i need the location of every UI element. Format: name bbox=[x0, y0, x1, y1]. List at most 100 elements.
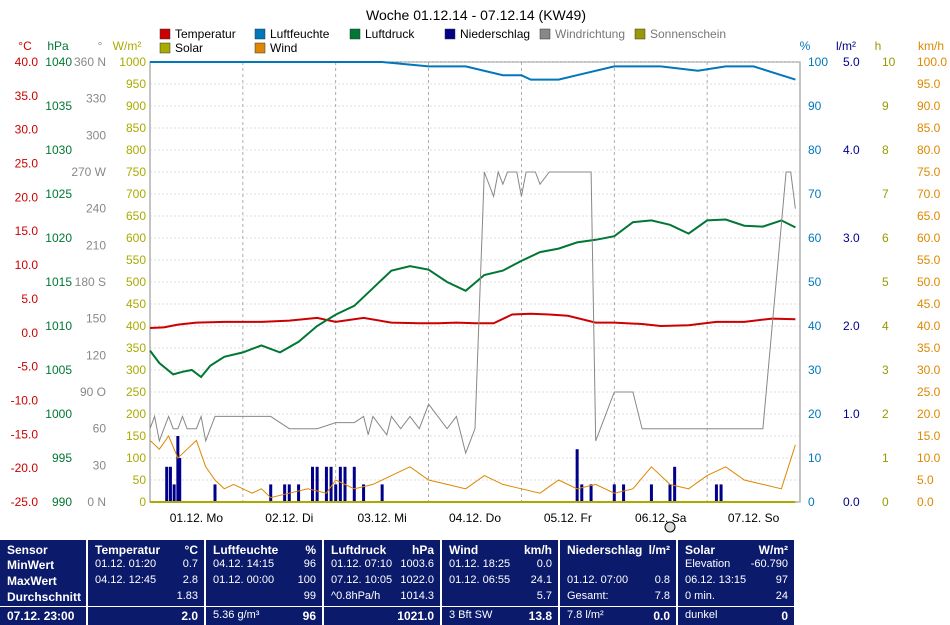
tick-rain: 5.0 bbox=[843, 55, 860, 69]
rain-row-label: 7.8 l/m² bbox=[567, 609, 604, 621]
tick-wind: 20.0 bbox=[917, 407, 941, 421]
rain-row-label: 01.12. 07:00 bbox=[567, 574, 629, 586]
series-temperatur bbox=[149, 312, 796, 329]
tick-solar: 250 bbox=[126, 385, 146, 399]
plot-area bbox=[149, 61, 801, 503]
tick-wind: 70.0 bbox=[917, 187, 941, 201]
tick-solar: 1000 bbox=[119, 55, 146, 69]
table-row: Gesamt: 7.8 bbox=[560, 590, 676, 604]
tick-temperature: 25.0 bbox=[15, 157, 39, 171]
axis-labels: 01.12. Mo 02.12. Di 03.12. Mi 04.12. Do 05.1… bbox=[11, 39, 948, 525]
tick-wind: 0.0 bbox=[917, 495, 934, 509]
chart-legend: Temperatur Luftfeuchte Luftdruck Niederschl… bbox=[159, 27, 726, 55]
tick-sunshine: 9 bbox=[882, 99, 889, 113]
rain-bar bbox=[622, 484, 626, 502]
tick-wind: 90.0 bbox=[917, 99, 941, 113]
rain-bar bbox=[338, 466, 342, 502]
rain-bar bbox=[269, 484, 273, 502]
panel-temperature: Temperatur °C 01.12. 01:20 0.7 04.12. 12:45 2… bbox=[88, 540, 204, 625]
rain-bar bbox=[580, 484, 584, 502]
legend-swatch-wind bbox=[254, 42, 266, 54]
tick-temperature: 15.0 bbox=[15, 224, 39, 238]
tick-solar: 800 bbox=[126, 143, 146, 157]
tick-temperature: 10.0 bbox=[15, 258, 39, 272]
tick-direction: 300 bbox=[86, 128, 106, 142]
tick-pressure: 1020 bbox=[45, 231, 72, 245]
series-windrichtung bbox=[149, 170, 796, 455]
tick-humidity: 60 bbox=[808, 231, 822, 245]
temperature-row-label: 01.12. 01:20 bbox=[95, 558, 157, 570]
tick-direction: 330 bbox=[86, 92, 106, 106]
table-row: 2.0 bbox=[88, 609, 204, 623]
legend-label-luftfeuchte: Luftfeuchte bbox=[270, 27, 330, 41]
tick-temperature: 20.0 bbox=[15, 190, 39, 204]
tick-temperature: -5.0 bbox=[17, 360, 38, 374]
sensor-header: Sensor bbox=[7, 543, 48, 557]
rain-bar bbox=[649, 484, 653, 502]
series-wind bbox=[149, 434, 796, 499]
rain-bar bbox=[589, 484, 593, 502]
table-row: 3 Bft SW 13.8 bbox=[442, 609, 558, 623]
tick-solar: 200 bbox=[126, 407, 146, 421]
tick-pressure: 990 bbox=[52, 495, 72, 509]
wind-header: Wind bbox=[449, 543, 479, 557]
solar-row-value: 24 bbox=[775, 590, 788, 602]
rain-bar bbox=[178, 458, 182, 502]
tick-direction: 30 bbox=[93, 458, 107, 472]
legend-label-luftdruck: Luftdruck bbox=[365, 27, 415, 41]
tick-solar: 600 bbox=[126, 231, 146, 245]
tick-solar: 100 bbox=[126, 451, 146, 465]
rain-bar bbox=[315, 466, 319, 502]
legend-label-solar: Solar bbox=[175, 41, 203, 55]
scroll-marker-icon[interactable] bbox=[664, 521, 676, 533]
tick-direction: 180 S bbox=[75, 275, 106, 289]
tick-humidity: 100 bbox=[808, 55, 828, 69]
rain-bar bbox=[673, 466, 677, 502]
rain-row-value: 0.0 bbox=[653, 609, 670, 623]
panel-header: Temperatur °C bbox=[88, 540, 204, 558]
rain-bar bbox=[668, 484, 672, 502]
legend-swatch-luftfeuchte bbox=[254, 28, 266, 40]
tick-wind: 50.0 bbox=[917, 275, 941, 289]
rain-bar bbox=[168, 466, 172, 502]
wind-row-value: 24.1 bbox=[530, 574, 552, 586]
table-row: 5.7 bbox=[442, 590, 558, 604]
pressure-row-label: ^0.8hPa/h bbox=[331, 590, 381, 602]
legend-label-temperatur: Temperatur bbox=[175, 27, 236, 41]
humidity-row-value: 99 bbox=[303, 590, 316, 602]
tick-direction: 0 N bbox=[87, 495, 106, 509]
panel-header: Solar W/m² bbox=[678, 540, 794, 558]
tick-solar: 450 bbox=[126, 297, 146, 311]
tick-temperature: -15.0 bbox=[11, 427, 39, 441]
rain-bar bbox=[165, 466, 169, 502]
table-row: 07.12. 10:05 1022.0 bbox=[324, 574, 440, 588]
table-row: 1021.0 bbox=[324, 609, 440, 623]
weather-chart: Woche 01.12.14 - 07.12.14 (KW49) Tempera… bbox=[11, 7, 948, 533]
tick-temperature: -10.0 bbox=[11, 393, 39, 407]
tick-temperature: 5.0 bbox=[21, 292, 38, 306]
tick-pressure: 1025 bbox=[45, 187, 72, 201]
x-tick-label: 01.12. Mo bbox=[170, 511, 224, 525]
legend-swatch-sonnenschein bbox=[634, 28, 646, 40]
tick-humidity: 40 bbox=[808, 319, 822, 333]
sensor-row-max: MaxWert bbox=[7, 574, 57, 588]
tick-wind: 35.0 bbox=[917, 341, 941, 355]
tick-sunshine: 7 bbox=[882, 187, 889, 201]
tick-wind: 85.0 bbox=[917, 121, 941, 135]
panel-sensor: Sensor MinWert MaxWert Durchschnitt 07.1… bbox=[0, 540, 86, 625]
tick-solar: 0 bbox=[139, 495, 146, 509]
tick-pressure: 995 bbox=[52, 451, 72, 465]
pressure-row-label: 01.12. 07:10 bbox=[331, 558, 393, 570]
legend-swatch-niederschlag bbox=[444, 28, 456, 40]
rain-row-label: Gesamt: bbox=[567, 590, 609, 602]
tick-wind: 30.0 bbox=[917, 363, 941, 377]
temperature-header: Temperatur bbox=[95, 543, 161, 557]
tick-wind: 45.0 bbox=[917, 297, 941, 311]
humidity-header: Luftfeuchte bbox=[213, 543, 279, 557]
solar-row-value: -60.790 bbox=[750, 558, 788, 570]
tick-sunshine: 5 bbox=[882, 275, 889, 289]
legend-label-windrichtung: Windrichtung bbox=[555, 27, 625, 41]
x-tick-label: 04.12. Do bbox=[449, 511, 501, 525]
rain-bar bbox=[334, 484, 338, 502]
rain-bar bbox=[575, 449, 579, 502]
